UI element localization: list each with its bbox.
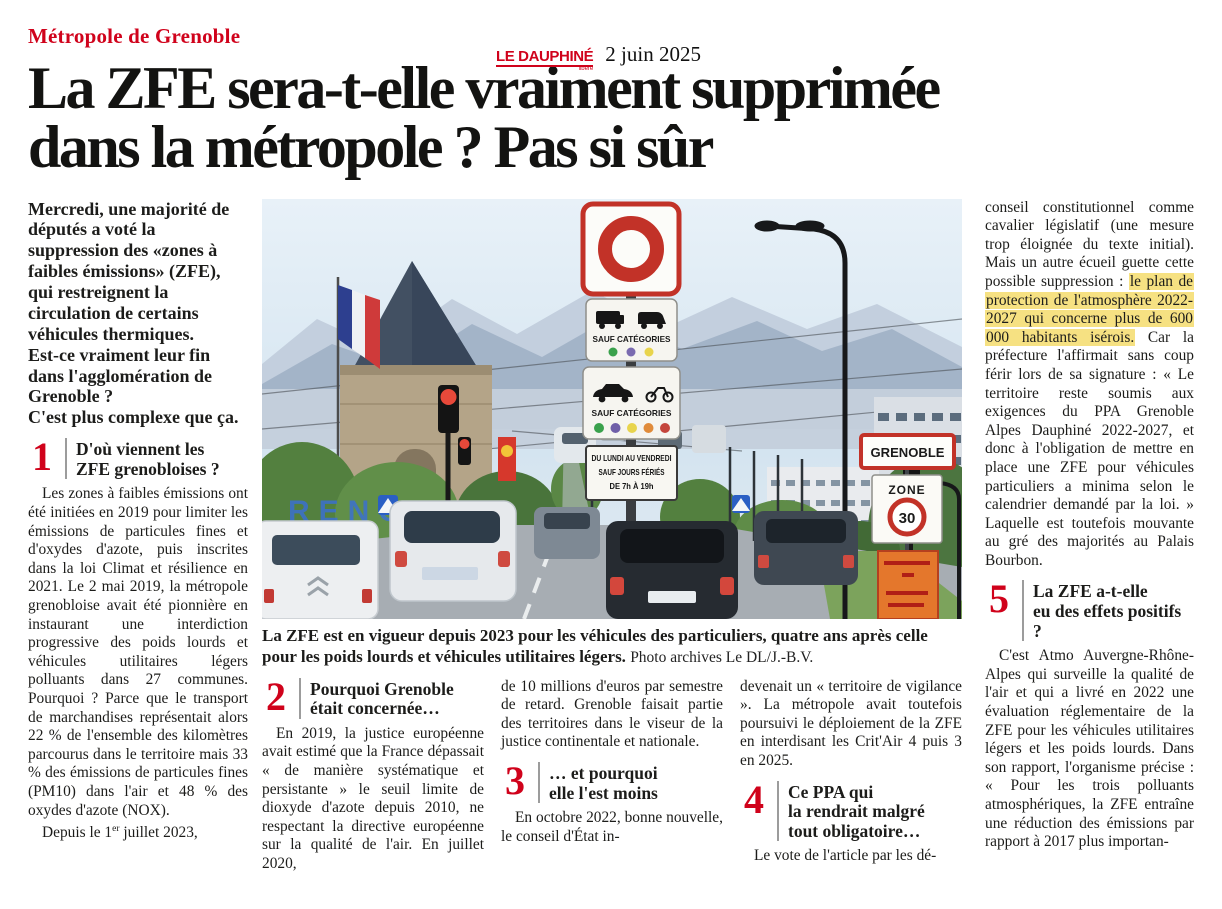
section-number: 1: [32, 434, 52, 480]
pedestrian-crossing-icon: [732, 494, 750, 513]
construction-sign: [877, 549, 939, 619]
section-title: D'où viennent les ZFE grenobloises ?: [76, 439, 220, 479]
column-2: 2 Pourquoi Grenoble était concernée… En …: [262, 673, 484, 874]
intro-segment: C'est plus complexe que ça.: [28, 407, 239, 428]
section-5-heading: 5 La ZFE a-t-elle eu des effets positifs…: [985, 576, 1194, 642]
speed-limit-label: 30: [899, 510, 916, 527]
intro-segment: Est-ce vraiment leur fin dans l'agglomér…: [28, 344, 213, 407]
paragraph: devenait un « territoire de vigilance ».…: [740, 677, 962, 769]
schedule-sign: DU LUNDI AU VENDREDI SAUF JOURS FÉRIÉS D…: [585, 444, 678, 501]
intro-segment: qui restreignent la circulation de certa…: [28, 282, 199, 344]
paragraph: Depuis le 1er juillet 2023,: [42, 823, 198, 842]
column-3: de 10 millions d'euros par semestre de r…: [501, 678, 723, 874]
section-divider: [1022, 580, 1024, 642]
section-title: Ce PPA qui la rendrait malgré tout oblig…: [788, 781, 925, 841]
section-divider: [299, 677, 301, 719]
headline: La ZFE sera-t-elle vraiment supprimée da…: [28, 55, 1194, 180]
article-date: 2 juin 2025: [605, 42, 701, 66]
photo-credit: Photo archives Le DL/J.-B.V.: [630, 648, 814, 666]
svg-text:DU LUNDI AU VENDREDI: DU LUNDI AU VENDREDI: [592, 453, 672, 463]
section-number: 5: [989, 576, 1009, 622]
article-photo: RENO: [262, 198, 962, 619]
article-body: Mercredi, une majorité de députés a voté…: [28, 198, 1195, 874]
superscript: er: [112, 823, 120, 835]
masthead: LE DAUPHINÉ libéré 2 juin 2025: [496, 26, 701, 72]
logo-text: LE DAUPHINÉ: [496, 48, 594, 67]
section-number: 4: [744, 776, 764, 822]
gray-car: [534, 506, 600, 559]
svg-text:DE 7h À 19h: DE 7h À 19h: [610, 481, 654, 491]
white-van: [262, 519, 379, 619]
section-2-heading: 2 Pourquoi Grenoble était concernée…: [262, 673, 484, 719]
section-3-heading: 3 … et pourquoi elle l'est moins: [501, 757, 723, 804]
no-entry-circle-icon: [580, 201, 682, 297]
section-title: Pourquoi Grenoble était concernée…: [310, 678, 454, 719]
center-column: RENO: [262, 198, 962, 874]
sauf-categories-label: SAUF CATÉGORIES: [592, 408, 672, 418]
dark-sedan: [754, 510, 858, 585]
photo-caption: La ZFE est en vigueur depuis 2023 pour l…: [262, 625, 962, 668]
newspaper-logo: LE DAUPHINÉ libéré: [496, 26, 594, 72]
white-suv: [389, 499, 517, 602]
right-column: conseil constitutionnel comme cavalier l…: [985, 198, 1195, 852]
column-4: devenait un « territoire de vigilance ».…: [740, 678, 962, 874]
svg-text:SAUF JOURS FÉRIÉS: SAUF JOURS FÉRIÉS: [599, 467, 665, 477]
street-lamp-icon: [754, 220, 848, 619]
logo-subtext: libéré: [578, 66, 594, 72]
zone-30-sign: ZONE 30: [871, 473, 943, 544]
paragraph: C'est Atmo Auvergne-Rhône-Alpes qui surv…: [985, 647, 1194, 851]
paragraph: Les zones à faibles émissions ont été in…: [28, 485, 248, 819]
section-number: 2: [266, 673, 286, 719]
poster: [498, 436, 516, 481]
dark-hatchback: [606, 520, 738, 619]
truck-icon: [596, 310, 624, 329]
critair-dots: [594, 422, 670, 433]
van-icon: [638, 311, 666, 329]
sauf-categories-label: SAUF CATÉGORIES: [593, 334, 671, 344]
section-number: 3: [505, 757, 525, 803]
section-4-heading: 4 Ce PPA qui la rendrait malgré tout obl…: [740, 776, 962, 842]
section-title: … et pourquoi elle l'est moins: [549, 762, 658, 803]
paragraph: En octobre 2022, bonne nouvelle, le cons…: [501, 809, 723, 845]
section-divider: [777, 780, 779, 842]
paragraph: En 2019, la justice européenne avait est…: [262, 724, 484, 872]
lower-columns: 2 Pourquoi Grenoble était concernée… En …: [262, 673, 962, 874]
intro-segment: Mercredi, une majorité de députés a voté…: [28, 198, 230, 282]
headline-line1: La ZFE sera-t-elle vraiment supprimée: [28, 55, 941, 121]
zfe-sign-group: SAUF CATÉGORIES: [580, 201, 682, 619]
critair-dots: [608, 347, 654, 357]
headline-line2: dans la métropole ? Pas si sûr: [28, 113, 714, 180]
section-divider: [65, 438, 67, 480]
intro-paragraph: Mercredi, une majorité de députés a voté…: [28, 199, 248, 429]
caption-text: La ZFE est en vigueur depuis 2023 pour l…: [262, 625, 928, 666]
section-title: La ZFE a-t-elle eu des effets positifs ?: [1033, 581, 1182, 641]
city-name-label: GRENOBLE: [871, 445, 945, 460]
motorcycle-icon: [645, 386, 674, 403]
street-scene-illustration: RENO: [262, 198, 962, 619]
car-icon: [593, 383, 633, 402]
truck-exception-sign: SAUF CATÉGORIES: [585, 297, 678, 362]
section-1-heading: 1 D'où viennent les ZFE grenobloises ?: [28, 434, 248, 480]
kicker: Métropole de Grenoble: [28, 24, 241, 48]
left-column: Mercredi, une majorité de députés a voté…: [28, 199, 248, 843]
paragraph: de 10 millions d'euros par semestre de r…: [501, 677, 723, 751]
section-divider: [538, 761, 540, 804]
paragraph: Le vote de l'article par les dé-: [754, 847, 937, 865]
car-exception-sign: SAUF CATÉGORIES: [582, 365, 681, 440]
paragraph: conseil constitutionnel comme cavalier l…: [985, 198, 1195, 569]
zone-label: ZONE: [888, 483, 925, 497]
